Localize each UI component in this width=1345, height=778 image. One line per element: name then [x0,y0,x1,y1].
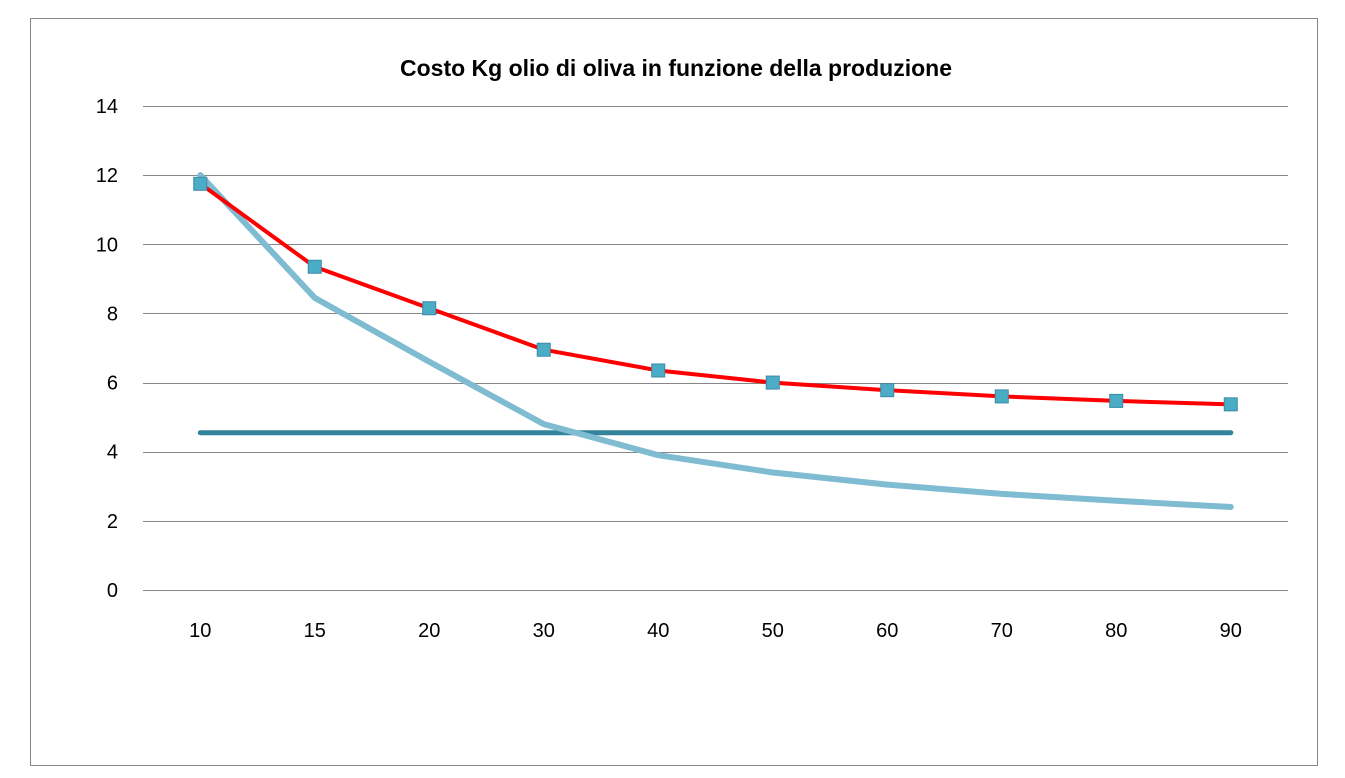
series-1-point [994,389,1009,404]
series-1-point [1109,393,1124,408]
x-tick-label: 70 [991,620,1013,642]
series-2-line [197,172,1234,510]
series-1-point [651,363,666,378]
series-1-point [536,342,551,357]
series-markers [193,176,1238,412]
y-axis-tick-labels: 0 2 4 6 8 10 12 14 [96,96,118,602]
y-tick-label: 4 [107,442,118,464]
series-1-point [422,301,437,316]
series-1-point [1223,397,1238,412]
x-tick-label: 30 [533,620,555,642]
y-tick-label: 0 [107,580,118,602]
y-tick-label: 6 [107,373,118,395]
series-1-line [198,181,1233,407]
x-tick-label: 90 [1220,620,1242,642]
chart-border [30,18,1318,766]
x-tick-label: 60 [876,620,898,642]
y-tick-label: 14 [96,96,118,118]
series-1-point [880,383,895,398]
series-1-point [307,259,322,274]
y-tick-label: 8 [107,303,118,325]
x-tick-label: 80 [1105,620,1127,642]
gridlines [143,106,1288,591]
chart-title: Costo Kg olio di oliva in funzione della… [400,55,952,81]
x-tick-label: 20 [418,620,440,642]
x-tick-label: 40 [647,620,669,642]
x-axis-tick-labels: 10 15 20 30 40 50 60 70 80 90 [189,620,1242,642]
y-tick-label: 10 [96,234,118,256]
x-tick-label: 15 [304,620,326,642]
y-tick-label: 12 [96,165,118,187]
series-1-point [193,176,208,191]
series-1-point [765,375,780,390]
y-tick-label: 2 [107,511,118,533]
x-tick-label: 50 [762,620,784,642]
x-tick-label: 10 [189,620,211,642]
series-lines [197,172,1234,510]
